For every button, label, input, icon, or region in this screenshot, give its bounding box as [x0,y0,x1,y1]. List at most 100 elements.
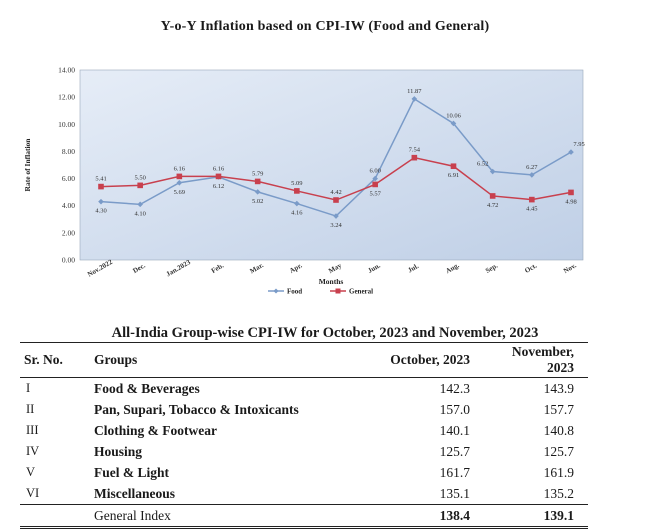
row-november: 125.7 [543,443,574,459]
x-tick-label: Jun. [367,261,383,275]
food-point [98,198,104,205]
data-label-general: 7.54 [409,147,421,154]
row-november: 135.2 [543,485,574,501]
general-point [98,183,104,190]
header-october: October, 2023 [348,342,484,378]
data-label-general: 4.98 [565,198,576,205]
data-label-general: 6.91 [448,172,459,179]
data-label-general: 5.09 [291,180,302,187]
row-october: 140.1 [439,422,470,438]
food-point [254,189,261,195]
x-tick-label: Nov.2022 [86,258,114,279]
x-tick-label: Apr. [288,261,304,275]
y-tick-label: 2.00 [62,228,75,237]
food-point [489,168,496,175]
cpi-group-table: Sr. No. Groups October, 2023 November, 2… [20,342,588,529]
general-point [529,196,535,203]
data-label-food: 3.24 [330,222,342,229]
header-november: November, 2023 [484,342,588,378]
general-point [294,188,300,194]
data-label-food: 11.87 [407,88,422,95]
data-label-food: 7.95 [573,141,584,148]
row-november: 157.7 [543,401,574,417]
row-november: 161.9 [543,464,574,480]
legend-label: General [349,288,373,296]
row-october: 161.7 [439,464,470,480]
y-tick-label: 6.00 [62,174,75,183]
row-october: 135.1 [439,485,470,501]
x-tick-label: Jul. [407,262,421,275]
food-point [450,120,457,127]
general-point [176,173,183,180]
table-row: II Pan, Supari, Tobacco & Intoxicants 15… [20,399,588,420]
row-sr: II [26,402,35,416]
row-group: Food & Beverages [94,380,200,396]
data-label-general: 5.57 [369,190,381,197]
data-label-general: 5.79 [252,170,263,177]
legend-marker-general [335,288,341,294]
data-label-food: 10.06 [446,112,461,119]
general-point [254,178,261,185]
food-point [294,200,300,207]
x-tick-label: Mar. [248,261,265,275]
general-point [333,197,339,203]
general-index-label: General Index [90,504,348,529]
data-label-food: 6.52 [477,161,488,168]
x-tick-label: Feb. [210,261,225,275]
row-group: Pan, Supari, Tobacco & Intoxicants [94,401,299,417]
general-point [411,154,418,161]
x-tick-label: Sep. [484,262,499,275]
x-tick-label: Aug. [444,261,461,275]
x-tick-label: Oct. [523,262,538,275]
data-label-food: 6.12 [213,183,224,190]
legend-label: Food [287,288,302,296]
data-label-general: 4.72 [487,202,498,209]
data-label-general: 5.41 [95,176,106,183]
row-october: 157.0 [439,401,470,417]
row-sr: VI [26,486,40,500]
plot-area [79,69,584,261]
general-point [215,173,222,180]
row-sr: IV [26,444,40,458]
table-title: All-India Group-wise CPI-IW for October,… [111,325,539,341]
y-tick-label: 12.00 [58,93,75,102]
data-label-food: 4.16 [291,210,303,217]
table-row: I Food & Beverages 142.3 143.9 [20,378,588,400]
general-point [137,182,143,189]
table-header-row: Sr. No. Groups October, 2023 November, 2… [20,342,588,378]
legend-marker-food [273,288,279,294]
row-october: 142.3 [439,380,470,396]
table-row: VI Miscellaneous 135.1 135.2 [20,483,588,505]
data-label-general: 6.16 [213,165,225,172]
data-label-food: 5.02 [252,198,263,205]
row-november: 140.8 [543,422,574,438]
data-label-food: 4.30 [95,208,106,215]
y-tick-label: 0.00 [62,256,75,265]
general-point [489,193,496,199]
table-row: IV Housing 125.7 125.7 [20,441,588,462]
data-label-general: 4.42 [330,189,341,196]
row-october: 125.7 [439,443,470,459]
x-tick-label: Jan.2023 [165,258,193,278]
y-tick-label: 4.00 [62,201,75,210]
data-label-general: 5.50 [134,174,145,181]
x-axis-label: Months [319,277,344,286]
y-tick-label: 10.00 [58,120,75,129]
chart-title: Y-o-Y Inflation based on CPI-IW (Food an… [160,19,490,34]
row-group: Housing [94,443,143,459]
food-point [137,201,143,208]
food-point [568,149,574,155]
y-tick-label: 14.00 [58,66,75,75]
row-sr: V [26,465,36,479]
y-tick-label: 8.00 [62,147,75,156]
data-label-food: 5.69 [174,189,185,196]
food-point [333,213,339,219]
x-tick-label: May [327,261,343,275]
table-row: V Fuel & Light 161.7 161.9 [20,462,588,483]
data-label-general: 4.45 [526,206,537,213]
inflation-line-chart: 0.00 2.00 4.00 6.00 8.00 10.00 12.00 14.00 Rate … [23,66,585,296]
row-sr: III [26,423,39,437]
data-label-food: 6.00 [369,168,380,175]
y-axis-label: Rate of Inflation [23,138,32,192]
row-group: Miscellaneous [94,485,175,501]
